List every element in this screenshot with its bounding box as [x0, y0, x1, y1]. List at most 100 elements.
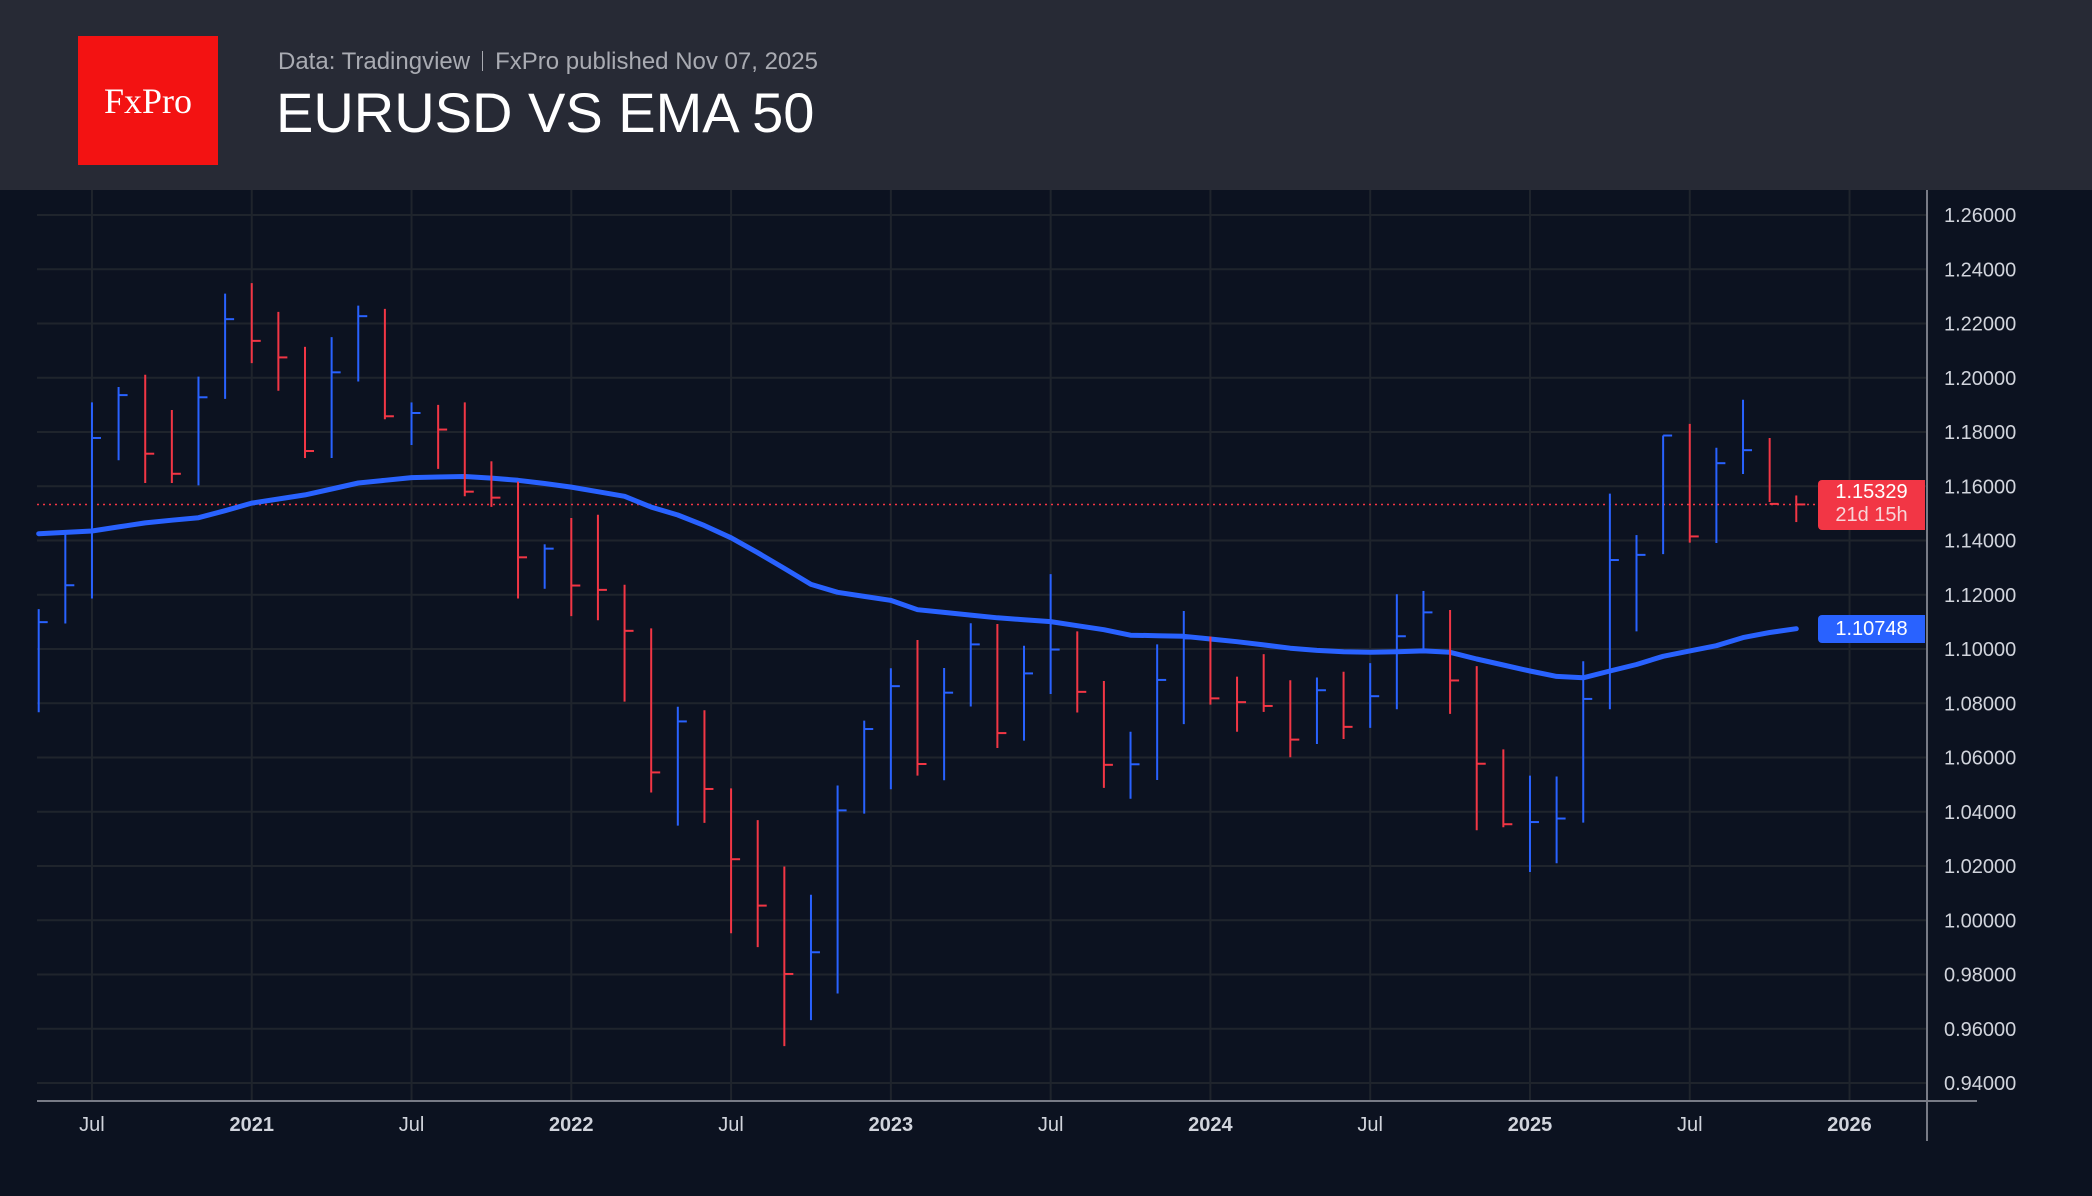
ohlc-bar-2025-03	[1582, 661, 1593, 823]
ohlc-bar-2024-04	[1289, 680, 1300, 758]
ohlc-bar-2023-08	[1076, 631, 1087, 713]
ohlc-bar-2025-10	[1768, 437, 1779, 505]
ohlc-bar-2024-01	[1209, 636, 1220, 705]
ohlc-bar-2020-10	[170, 410, 181, 483]
x-tick-label: Jul	[718, 1114, 744, 1136]
last-price-tag: 1.15329 21d 15h	[1818, 480, 1925, 530]
y-tick-label: 1.04000	[1944, 802, 2016, 824]
y-tick-label: 1.06000	[1944, 748, 2016, 770]
ohlc-bar-2023-12	[1182, 611, 1193, 725]
ohlc-bar-2020-08	[117, 386, 128, 461]
ema-50-line	[36, 474, 1799, 681]
ohlc-bar-2025-04	[1608, 493, 1619, 710]
x-tick-label: Jul	[1038, 1114, 1064, 1136]
ohlc-bar-2021-05	[357, 305, 368, 382]
x-tick-label: 2021	[229, 1114, 274, 1136]
ohlc-bar-2021-02	[277, 311, 288, 391]
y-tick-label: 1.24000	[1944, 259, 2016, 281]
subtitle: Data: Tradingview FxPro published Nov 07,…	[278, 48, 818, 76]
ohlc-bar-2022-02	[596, 514, 607, 621]
y-tick-label: 1.26000	[1944, 205, 2016, 227]
ohlc-bar-2023-07	[1049, 574, 1060, 695]
ohlc-bar-2021-10	[490, 461, 501, 507]
ohlc-bar-2025-08	[1715, 447, 1726, 543]
y-tick-label: 1.22000	[1944, 314, 2016, 336]
published-date: FxPro published Nov 07, 2025	[495, 48, 818, 75]
ohlc-bar-2025-06	[1662, 434, 1673, 555]
y-tick-label: 1.12000	[1944, 585, 2016, 607]
y-tick-label: 1.00000	[1944, 910, 2016, 932]
ohlc-bar-2022-03	[623, 584, 634, 702]
ohlc-bar-2023-11	[1156, 644, 1167, 781]
ohlc-bar-2025-11	[1795, 495, 1806, 523]
x-tick-label: 2025	[1508, 1114, 1553, 1136]
ohlc-bar-2022-10	[809, 894, 820, 1021]
data-source: Data: Tradingview	[278, 48, 471, 75]
ema-value-tag: 1.10748	[1818, 615, 1925, 643]
y-tick-label: 1.16000	[1944, 476, 2016, 498]
ohlc-bar-2023-04	[969, 623, 980, 707]
ohlc-bar-2020-11	[197, 376, 208, 486]
ohlc-bar-2022-07	[730, 788, 741, 934]
ohlc-bar-2020-07	[90, 402, 101, 599]
last-price-value: 1.15329	[1835, 481, 1908, 503]
ohlc-bar-2021-07	[410, 402, 421, 446]
ohlc-bar-2022-06	[703, 710, 714, 823]
ohlc-bar-2024-12	[1502, 749, 1513, 828]
ohlc-bar-2025-07	[1688, 423, 1699, 543]
ohlc-bar-2025-01	[1528, 775, 1539, 872]
ema-last-value: 1.10748	[1835, 618, 1908, 640]
ohlc-bar-2024-11	[1475, 666, 1486, 831]
ohlc-bar-2023-02	[916, 640, 927, 776]
x-tick-label: 2026	[1827, 1114, 1872, 1136]
x-tick-label: 2022	[549, 1114, 594, 1136]
ohlc-bar-2022-04	[650, 628, 661, 793]
x-tick-label: 2024	[1188, 1114, 1233, 1136]
ohlc-bar-2021-09	[463, 402, 474, 497]
ohlc-bar-2024-08	[1395, 594, 1406, 710]
x-tick-label: Jul	[1357, 1114, 1383, 1136]
ohlc-bar-2023-06	[1023, 645, 1034, 741]
ohlc-bar-2022-01	[570, 517, 581, 617]
ohlc-bar-2023-05	[996, 624, 1007, 749]
ohlc-bar-2021-11	[517, 481, 528, 599]
ohlc-bar-2020-09	[144, 374, 155, 483]
ohlc-bar-2025-02	[1555, 776, 1566, 864]
ohlc-bar-2021-12	[543, 544, 554, 589]
ohlc-bar-2021-01	[250, 283, 261, 364]
ohlc-bar-2024-05	[1315, 677, 1326, 744]
y-tick-label: 0.98000	[1944, 965, 2016, 987]
ohlc-bar-2025-09	[1742, 399, 1753, 475]
y-tick-label: 1.08000	[1944, 693, 2016, 715]
ohlc-bar-2025-05	[1635, 535, 1646, 632]
x-tick-label: 2023	[869, 1114, 914, 1136]
bar-countdown: 21d 15h	[1835, 504, 1908, 526]
ohlc-bar-2022-09	[783, 866, 794, 1047]
logo-text: FxPro	[103, 80, 193, 121]
ohlc-bar-2021-03	[304, 346, 314, 459]
ohlc-bar-2020-12	[224, 293, 235, 399]
y-tick-label: 1.10000	[1944, 639, 2016, 661]
ohlc-bar-2024-07	[1369, 663, 1380, 728]
x-tick-label: Jul	[399, 1114, 425, 1136]
y-tick-label: 1.14000	[1944, 531, 2016, 553]
ohlc-bar-2022-12	[863, 720, 874, 814]
ohlc-bar-2023-10	[1129, 731, 1140, 799]
ohlc-bar-2024-06	[1342, 671, 1353, 740]
y-tick-label: 1.02000	[1944, 856, 2016, 878]
ohlc-bar-2022-11	[836, 785, 847, 994]
ohlc-bar-2022-08	[756, 820, 767, 948]
chart-title: EURUSD VS EMA 50	[276, 81, 815, 144]
ohlc-bar-2024-02	[1236, 676, 1247, 732]
ohlc-bar-2024-03	[1262, 654, 1273, 712]
y-tick-label: 1.20000	[1944, 368, 2016, 390]
ohlc-bar-2021-04	[330, 337, 341, 459]
ohlc-bar-2023-03	[943, 667, 954, 781]
ohlc-bar-2022-05	[676, 706, 687, 826]
header: FxPro Data: Tradingview FxPro published N…	[0, 0, 2092, 190]
fxpro-logo: FxPro	[78, 36, 218, 165]
x-tick-label: Jul	[1677, 1114, 1703, 1136]
ohlc-bar-2024-09	[1422, 590, 1433, 650]
y-tick-label: 0.96000	[1944, 1019, 2016, 1041]
